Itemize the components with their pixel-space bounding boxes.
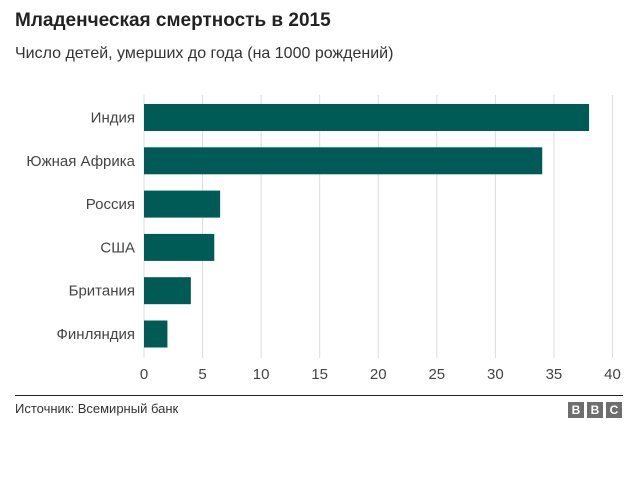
bar — [144, 104, 590, 131]
source-note: Источник: Всемирный банк — [15, 401, 179, 416]
category-label: Финляндия — [57, 326, 135, 343]
bar — [144, 190, 221, 218]
x-tick-label: 15 — [311, 366, 328, 383]
logo-letter: C — [606, 402, 622, 418]
x-tick-label: 5 — [198, 366, 206, 383]
category-label: Индия — [91, 110, 135, 127]
bar-chart: 0 5 10 15 20 25 30 35 40 Индия Южная Африка Россия С… — [26, 95, 621, 383]
x-tick-label: 0 — [140, 366, 148, 383]
x-tick-label: 10 — [253, 366, 270, 383]
x-tick-label: 30 — [487, 366, 504, 383]
category-label: Британия — [69, 283, 135, 300]
logo-letter: B — [587, 402, 603, 418]
chart-title: Младенческая смертность в 2015 — [15, 10, 331, 31]
category-label: США — [100, 239, 135, 256]
chart-subtitle: Число детей, умерших до года (на 1000 ро… — [15, 45, 394, 62]
x-tick-label: 25 — [428, 366, 445, 383]
bar — [144, 147, 543, 175]
bar — [144, 320, 168, 348]
category-label: Южная Африка — [26, 153, 135, 170]
category-label: Россия — [86, 196, 135, 213]
bbc-logo: B B C — [568, 402, 622, 418]
bar — [144, 277, 191, 305]
footer-divider — [15, 395, 623, 396]
x-tick-label: 40 — [604, 366, 621, 383]
x-tick-label: 35 — [546, 366, 563, 383]
x-tick-label: 20 — [370, 366, 387, 383]
logo-letter: B — [568, 402, 584, 418]
bar — [144, 233, 215, 261]
